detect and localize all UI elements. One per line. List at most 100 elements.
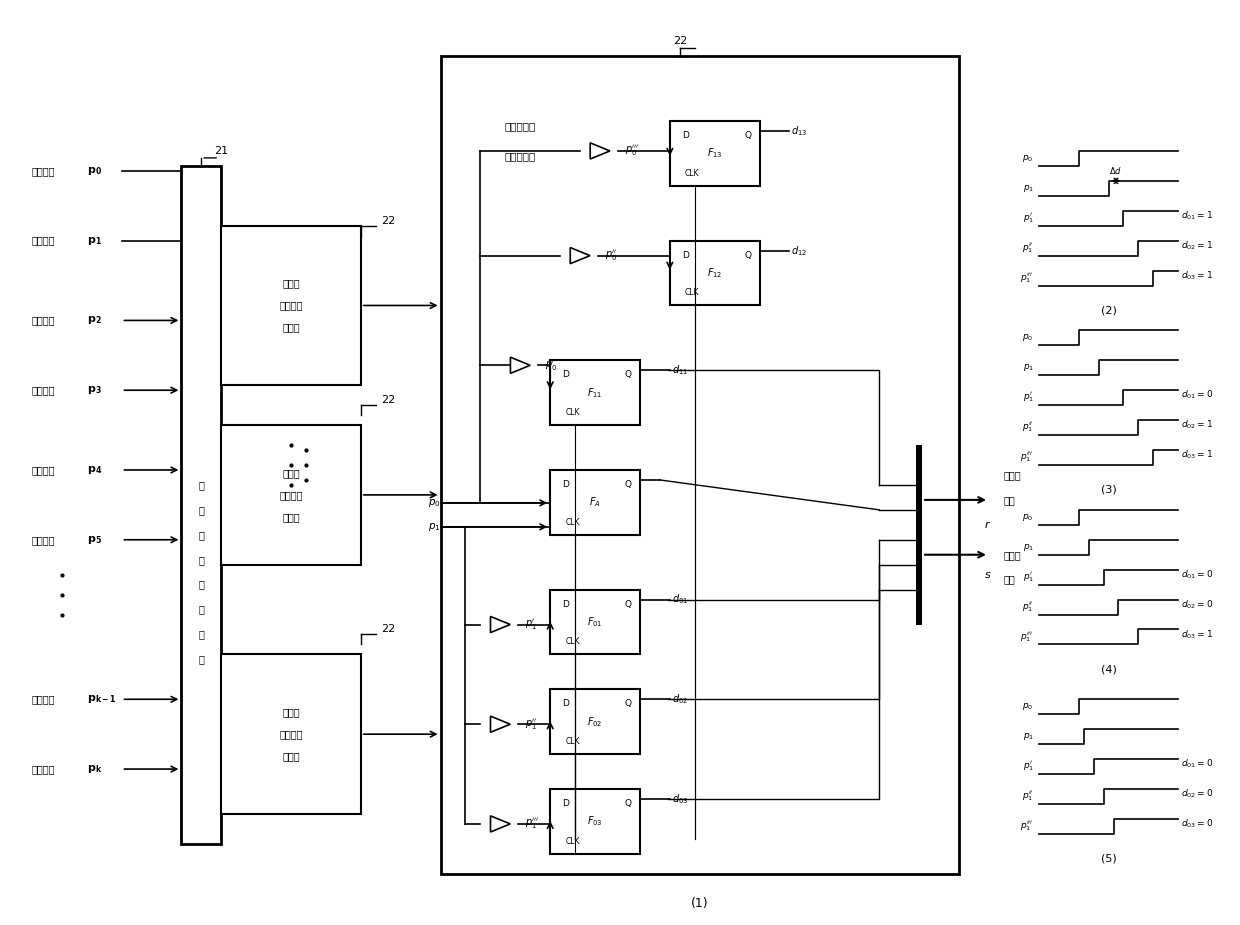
Text: 时延差: 时延差 bbox=[1004, 549, 1022, 560]
Text: $p_1'$: $p_1'$ bbox=[1023, 212, 1034, 225]
Text: $F_A$: $F_A$ bbox=[589, 496, 601, 510]
Text: 22: 22 bbox=[381, 624, 396, 635]
Text: CLK: CLK bbox=[565, 518, 579, 527]
Text: 跳变输出: 跳变输出 bbox=[32, 385, 56, 395]
Text: CLK: CLK bbox=[565, 837, 579, 845]
Text: (4): (4) bbox=[1101, 664, 1116, 674]
Text: $p_1''$: $p_1''$ bbox=[526, 717, 538, 732]
Text: $s$: $s$ bbox=[983, 570, 992, 580]
Text: $p_1$: $p_1$ bbox=[1023, 363, 1034, 374]
Text: 等级划分: 等级划分 bbox=[279, 301, 303, 311]
Text: $d_{03}=1$: $d_{03}=1$ bbox=[1182, 449, 1213, 462]
Text: Q: Q bbox=[744, 251, 751, 260]
Text: (1): (1) bbox=[691, 897, 708, 910]
Text: 模: 模 bbox=[198, 630, 205, 639]
Text: CLK: CLK bbox=[565, 737, 579, 746]
Text: $p_1$: $p_1$ bbox=[1023, 183, 1034, 194]
Text: $p_1'$: $p_1'$ bbox=[526, 617, 537, 632]
Text: Q: Q bbox=[625, 799, 632, 808]
Text: $p_1'$: $p_1'$ bbox=[1023, 391, 1034, 404]
Bar bbox=[551, 589, 640, 654]
Text: $\mathbf{p_3}$: $\mathbf{p_3}$ bbox=[87, 384, 102, 396]
Bar bbox=[551, 470, 640, 535]
Text: $p_0$: $p_0$ bbox=[1023, 153, 1034, 164]
Text: $d_{01}=1$: $d_{01}=1$ bbox=[1182, 209, 1213, 222]
Text: 跳变输出: 跳变输出 bbox=[32, 465, 56, 475]
Text: D: D bbox=[562, 599, 569, 609]
Text: 等级划分: 等级划分 bbox=[279, 729, 303, 739]
Text: 22: 22 bbox=[672, 36, 687, 46]
Text: $p_1$: $p_1$ bbox=[1023, 542, 1034, 553]
Text: 跳变输出: 跳变输出 bbox=[32, 236, 56, 246]
Text: $d_{11}$: $d_{11}$ bbox=[672, 364, 688, 377]
Text: $p_1'''$: $p_1'''$ bbox=[1021, 450, 1034, 464]
Text: 对: 对 bbox=[198, 580, 205, 589]
Text: $p_1''$: $p_1''$ bbox=[1022, 600, 1034, 614]
Text: $r$: $r$ bbox=[983, 519, 991, 530]
Text: $F_{12}$: $F_{12}$ bbox=[707, 266, 723, 280]
Text: 等级: 等级 bbox=[1004, 574, 1016, 585]
Text: $d_{02}=1$: $d_{02}=1$ bbox=[1182, 419, 1213, 431]
Text: $p_0''$: $p_0''$ bbox=[605, 248, 618, 263]
Text: $p_0$: $p_0$ bbox=[1023, 701, 1034, 712]
Text: $d_{12}$: $d_{12}$ bbox=[791, 244, 807, 257]
Text: $F_{03}$: $F_{03}$ bbox=[588, 815, 603, 828]
Text: $d_{01}=0$: $d_{01}=0$ bbox=[1182, 568, 1214, 581]
Text: $p_1$: $p_1$ bbox=[428, 521, 440, 533]
Polygon shape bbox=[916, 445, 923, 624]
Text: 子模块: 子模块 bbox=[283, 512, 300, 522]
Text: 子模块: 子模块 bbox=[283, 323, 300, 332]
Text: $\mathbf{p_5}$: $\mathbf{p_5}$ bbox=[87, 534, 102, 546]
Text: 时延差: 时延差 bbox=[283, 708, 300, 717]
Text: $p_1'$: $p_1'$ bbox=[1023, 759, 1034, 773]
Text: 正负: 正负 bbox=[1004, 495, 1016, 505]
Bar bbox=[221, 226, 361, 385]
Text: $p_1'''$: $p_1'''$ bbox=[1021, 271, 1034, 285]
Text: $p_1'''$: $p_1'''$ bbox=[526, 817, 539, 832]
Text: 跳变输出: 跳变输出 bbox=[32, 166, 56, 176]
Text: (5): (5) bbox=[1101, 854, 1116, 864]
Text: $\mathbf{p_1}$: $\mathbf{p_1}$ bbox=[87, 235, 102, 247]
Text: $d_{13}$: $d_{13}$ bbox=[791, 124, 807, 138]
Text: $d_{03}=1$: $d_{03}=1$ bbox=[1182, 628, 1213, 641]
Text: D: D bbox=[562, 799, 569, 808]
Text: 21: 21 bbox=[215, 146, 228, 156]
Text: Q: Q bbox=[625, 599, 632, 609]
Bar bbox=[670, 121, 760, 186]
Text: $d_{02}$: $d_{02}$ bbox=[672, 693, 688, 706]
Text: (2): (2) bbox=[1101, 305, 1116, 315]
Text: $d_{03}$: $d_{03}$ bbox=[672, 792, 688, 806]
Text: $d_{01}=0$: $d_{01}=0$ bbox=[1182, 388, 1214, 401]
Text: 划分子模块: 划分子模块 bbox=[505, 151, 536, 161]
Text: CLK: CLK bbox=[565, 637, 579, 647]
Text: 时延差: 时延差 bbox=[1004, 470, 1022, 480]
Text: $p_1'''$: $p_1'''$ bbox=[1021, 820, 1034, 833]
Text: $p_0'$: $p_0'$ bbox=[546, 358, 557, 373]
Text: 值: 值 bbox=[198, 530, 205, 540]
Text: 时延差等级: 时延差等级 bbox=[505, 121, 536, 131]
Text: Q: Q bbox=[625, 699, 632, 709]
Bar bbox=[551, 789, 640, 854]
Text: $F_{11}$: $F_{11}$ bbox=[588, 386, 603, 400]
Bar bbox=[670, 240, 760, 305]
Text: $p_1'''$: $p_1'''$ bbox=[1021, 630, 1034, 644]
Text: $p_0$: $p_0$ bbox=[1023, 332, 1034, 343]
Text: $F_{13}$: $F_{13}$ bbox=[707, 146, 723, 160]
Text: $\mathbf{p_0}$: $\mathbf{p_0}$ bbox=[87, 165, 102, 177]
Text: 22: 22 bbox=[381, 395, 396, 405]
Text: 子模块: 子模块 bbox=[283, 751, 300, 761]
Text: $p_1''$: $p_1''$ bbox=[1022, 421, 1034, 435]
Text: Q: Q bbox=[625, 370, 632, 379]
Text: 跳变输出: 跳变输出 bbox=[32, 535, 56, 545]
Text: CLK: CLK bbox=[684, 289, 699, 298]
Text: D: D bbox=[562, 699, 569, 709]
Text: 跳变输出: 跳变输出 bbox=[32, 315, 56, 326]
Text: 跳变输出: 跳变输出 bbox=[32, 695, 56, 704]
Bar bbox=[440, 56, 959, 874]
Text: 等级划分: 等级划分 bbox=[279, 490, 303, 500]
Text: $d_{03}=0$: $d_{03}=0$ bbox=[1182, 818, 1214, 830]
Text: $d_{02}=0$: $d_{02}=0$ bbox=[1182, 788, 1214, 800]
Bar bbox=[551, 689, 640, 754]
Text: 22: 22 bbox=[381, 216, 396, 226]
Text: $p_0$: $p_0$ bbox=[428, 497, 440, 509]
